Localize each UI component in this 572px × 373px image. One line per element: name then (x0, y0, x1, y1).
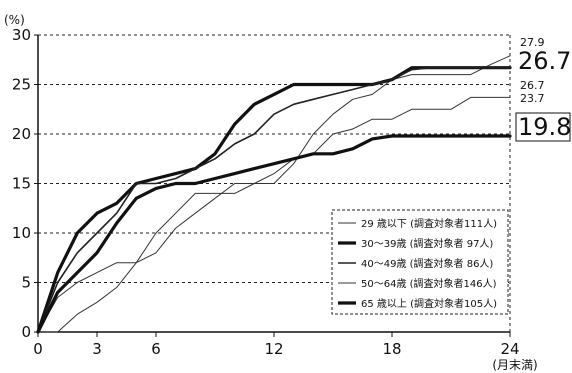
series-line-4 (37, 96, 511, 333)
x-axis-unit-label: (月末満) (492, 358, 537, 372)
y-tick-label-30: 30 (12, 26, 31, 44)
x-tick-label-3: 3 (92, 340, 102, 358)
legend-label-4: 50～64歳 (調査対象者146人) (361, 277, 497, 290)
axes: 0 5 10 15 20 25 30 0 3 6 12 18 24 (%) (月末満) (4, 13, 538, 372)
x-tick-label-12: 12 (264, 340, 283, 358)
legend-label-2: 30～39歳 (調査対象者 97人) (361, 237, 493, 250)
end-label-3: 26.7 (520, 79, 545, 92)
legend-box (331, 209, 509, 315)
end-value-labels: 27.926.726.723.719.8 (515, 36, 571, 142)
y-tick-label-20: 20 (12, 125, 31, 143)
x-tick-label-24: 24 (500, 340, 519, 358)
data-series (36, 55, 512, 334)
legend-label-3: 40～49歳 (調査対象者 86人) (361, 257, 493, 270)
y-tick-label-10: 10 (12, 224, 31, 242)
legend-label-5: 65 歳以上 (調査対象者105人) (361, 297, 497, 310)
x-tick-label-18: 18 (382, 340, 401, 358)
y-tick-label-15: 15 (12, 175, 31, 193)
end-label-5: 19.8 (518, 113, 571, 141)
y-tick-label-25: 25 (12, 76, 31, 94)
y-tick-label-5: 5 (21, 274, 31, 292)
end-label-box-5 (515, 112, 571, 142)
end-label-1: 27.9 (520, 36, 545, 49)
y-tick-label-0: 0 (21, 323, 31, 341)
series-line-3 (37, 66, 511, 333)
x-tick-label-0: 0 (33, 340, 43, 358)
series-line-5 (36, 134, 512, 334)
end-label-4: 23.7 (520, 92, 545, 105)
legend-label-1: 29 歳以下 (調査対象者111人) (361, 217, 497, 230)
end-label-2: 26.7 (518, 47, 571, 75)
y-axis-unit-label: (%) (4, 13, 25, 27)
legend: 29 歳以下 (調査対象者111人) 30～39歳 (調査対象者 97人) 40～4… (331, 209, 509, 315)
x-tick-label-6: 6 (151, 340, 161, 358)
series-line-1 (37, 55, 511, 333)
